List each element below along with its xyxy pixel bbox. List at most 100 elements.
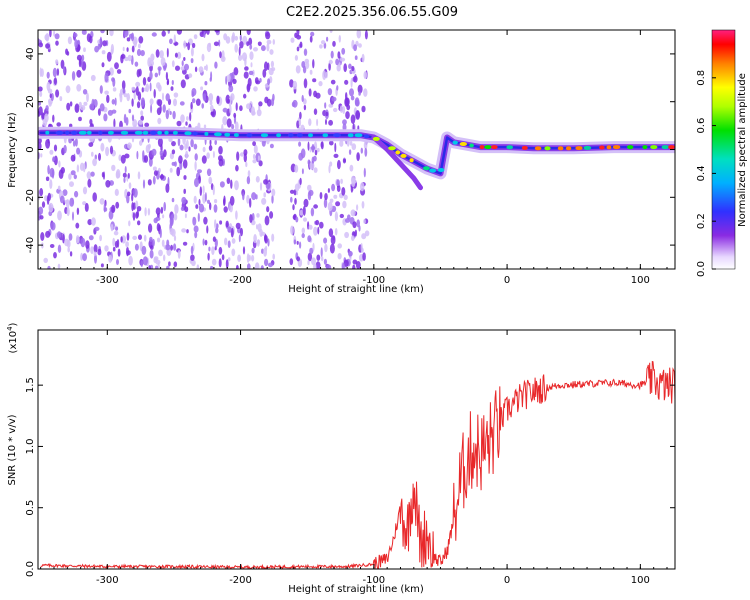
noise-dot bbox=[111, 164, 116, 172]
noise-dot bbox=[258, 160, 263, 167]
noise-dot bbox=[153, 217, 158, 224]
noise-dot bbox=[109, 145, 114, 155]
noise-dot bbox=[50, 221, 56, 231]
noise-dot bbox=[293, 239, 297, 245]
noise-dot bbox=[334, 228, 338, 236]
noise-dot bbox=[356, 30, 362, 39]
noise-dot bbox=[39, 67, 42, 77]
noise-dot bbox=[222, 116, 228, 126]
noise-dot bbox=[329, 30, 333, 33]
noise-dot bbox=[53, 77, 58, 85]
noise-dot bbox=[360, 182, 365, 192]
noise-dot bbox=[44, 195, 48, 202]
noise-dot bbox=[209, 100, 213, 106]
noise-dot bbox=[320, 141, 324, 150]
noise-dot bbox=[251, 247, 255, 254]
noise-dot bbox=[250, 106, 255, 116]
noise-dot bbox=[307, 184, 312, 192]
trace-blob bbox=[479, 145, 485, 150]
noise-dot bbox=[269, 211, 274, 219]
noise-dot bbox=[323, 258, 327, 265]
noise-dot bbox=[40, 153, 43, 158]
noise-dot bbox=[249, 44, 253, 50]
noise-dot bbox=[115, 226, 119, 231]
noise-dot bbox=[191, 88, 197, 96]
noise-dot bbox=[201, 103, 204, 109]
noise-dot bbox=[151, 148, 157, 156]
noise-dot bbox=[214, 61, 218, 69]
noise-dot bbox=[132, 235, 138, 240]
noise-dot bbox=[110, 43, 114, 54]
noise-dot bbox=[76, 84, 82, 92]
noise-dot bbox=[178, 155, 183, 164]
noise-dot bbox=[361, 53, 365, 63]
noise-dot bbox=[208, 176, 213, 185]
noise-dot bbox=[186, 229, 189, 234]
noise-dot bbox=[150, 53, 155, 62]
noise-dot bbox=[182, 241, 188, 246]
noise-dot bbox=[226, 118, 232, 128]
noise-dot bbox=[127, 172, 130, 179]
noise-dot bbox=[214, 139, 217, 145]
noise-dot bbox=[99, 85, 103, 94]
noise-dot bbox=[354, 99, 360, 107]
noise-dot bbox=[87, 178, 92, 188]
noise-dot bbox=[225, 259, 229, 269]
trace-blob bbox=[395, 150, 401, 155]
noise-dot bbox=[85, 240, 90, 249]
noise-dot bbox=[183, 188, 186, 194]
noise-dot bbox=[343, 259, 349, 267]
noise-dot bbox=[106, 51, 112, 62]
noise-dot bbox=[71, 71, 76, 81]
noise-dot bbox=[127, 191, 131, 197]
noise-dot bbox=[225, 220, 229, 228]
noise-dot bbox=[309, 35, 313, 43]
trace-blob bbox=[612, 145, 621, 150]
noise-dot bbox=[247, 170, 251, 178]
noise-dot bbox=[128, 108, 132, 114]
noise-dot bbox=[184, 63, 189, 71]
noise-dot bbox=[296, 256, 301, 262]
noise-dot bbox=[235, 222, 241, 230]
noise-dot bbox=[310, 31, 315, 37]
noise-dot bbox=[360, 147, 363, 154]
trace-blob bbox=[544, 146, 551, 151]
noise-dot bbox=[88, 142, 94, 148]
noise-dot bbox=[131, 45, 135, 53]
noise-dot bbox=[152, 166, 157, 171]
noise-dot bbox=[190, 254, 195, 261]
noise-dot bbox=[336, 185, 341, 192]
noise-dot bbox=[150, 104, 153, 114]
noise-dot bbox=[314, 149, 318, 156]
noise-dot bbox=[309, 247, 314, 255]
noise-dot bbox=[97, 248, 102, 256]
noise-dot bbox=[198, 198, 201, 206]
noise-dot bbox=[335, 201, 341, 207]
noise-dot bbox=[262, 69, 267, 78]
noise-dot bbox=[92, 158, 97, 167]
noise-dot bbox=[89, 118, 93, 125]
noise-dot bbox=[100, 142, 105, 152]
noise-dot bbox=[114, 62, 119, 70]
noise-dot bbox=[363, 219, 366, 224]
noise-dot bbox=[193, 225, 199, 233]
noise-dot bbox=[350, 77, 353, 88]
noise-dot bbox=[195, 204, 199, 209]
noise-dot bbox=[319, 192, 323, 200]
noise-dot bbox=[100, 30, 105, 34]
noise-dot bbox=[333, 153, 339, 158]
noise-dot bbox=[227, 257, 231, 262]
noise-dot bbox=[310, 207, 315, 217]
trace-blob bbox=[372, 136, 380, 141]
noise-dot bbox=[338, 35, 341, 43]
noise-dot bbox=[307, 252, 313, 262]
noise-dot bbox=[180, 114, 185, 123]
noise-dot bbox=[322, 70, 327, 81]
noise-dot bbox=[255, 176, 260, 183]
noise-dot bbox=[181, 228, 187, 233]
noise-dot bbox=[165, 183, 170, 193]
noise-dot bbox=[122, 172, 127, 178]
noise-dot bbox=[219, 220, 223, 225]
noise-dot bbox=[140, 260, 143, 268]
